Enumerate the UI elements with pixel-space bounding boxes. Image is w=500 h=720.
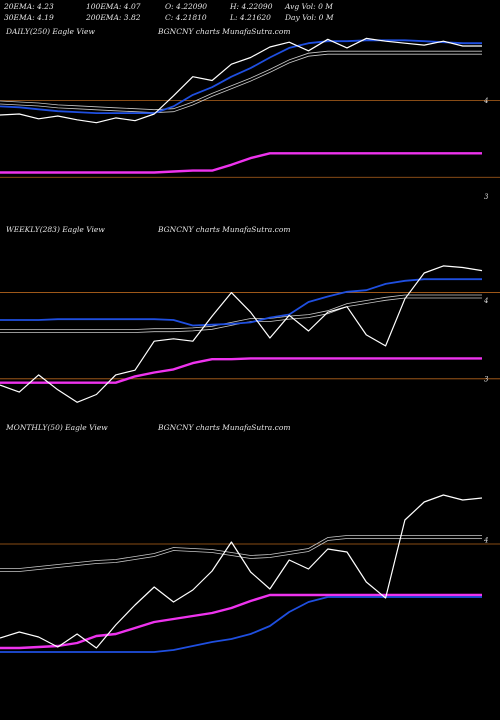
weekly-y-tick-1: 3 <box>484 375 489 383</box>
daily-series-ema_grey-1 <box>0 53 482 114</box>
monthly-panel: 4 <box>0 494 500 653</box>
daily-panel-source: BGNCNY charts MunafaSutra.com <box>157 27 290 36</box>
header-close: C: 4.21810 <box>165 13 207 22</box>
header-100ema: 100EMA: 4.07 <box>86 2 141 11</box>
header-200ema: 200EMA: 3.82 <box>85 13 141 22</box>
monthly-panel-title: MONTHLY(50) Eagle View <box>5 423 108 432</box>
header-day-vol: Day Vol: 0 M <box>284 13 334 22</box>
daily-panel-title: DAILY(250) Eagle View <box>5 27 95 36</box>
daily-y-tick-0: 4 <box>483 97 488 105</box>
monthly-series-ema_long <box>0 593 482 650</box>
weekly-panel-title: WEEKLY(283) Eagle View <box>6 225 105 234</box>
daily-y-tick-1: 3 <box>484 193 489 201</box>
monthly-series-price <box>0 494 483 649</box>
weekly-series-price <box>0 265 483 403</box>
weekly-series-ema_short <box>0 278 482 327</box>
monthly-panel-source: BGNCNY charts MunafaSutra.com <box>157 423 290 432</box>
daily-series-ema_long <box>0 152 482 174</box>
monthly-series-ema_short <box>0 596 482 653</box>
weekly-panel: 43 <box>0 265 500 403</box>
header-20ema: 20EMA: 4.23 <box>3 2 54 11</box>
header-30ema: 30EMA: 4.19 <box>4 13 54 22</box>
daily-series-ema_short <box>0 39 482 114</box>
daily-series-ema_grey-0 <box>0 50 482 111</box>
monthly-series-ema_grey-0 <box>0 535 482 569</box>
header-open: O: 4.22090 <box>165 2 207 11</box>
weekly-series-ema_grey-0 <box>0 294 482 330</box>
header-avg-vol: Avg Vol: 0 M <box>284 2 333 11</box>
weekly-series-ema_long <box>0 357 482 384</box>
header-readout: 20EMA: 4.23 100EMA: 4.07 O: 4.22090 H: 4… <box>3 2 334 22</box>
weekly-y-tick-0: 4 <box>483 297 488 305</box>
monthly-series-ema_grey-1 <box>0 538 482 572</box>
header-low: L: 4.21620 <box>229 13 271 22</box>
daily-series-price <box>0 37 482 124</box>
header-high: H: 4.22090 <box>229 2 273 11</box>
weekly-panel-source: BGNCNY charts MunafaSutra.com <box>157 225 290 234</box>
daily-panel: 43 <box>0 37 500 201</box>
monthly-y-tick-0: 4 <box>483 537 488 545</box>
